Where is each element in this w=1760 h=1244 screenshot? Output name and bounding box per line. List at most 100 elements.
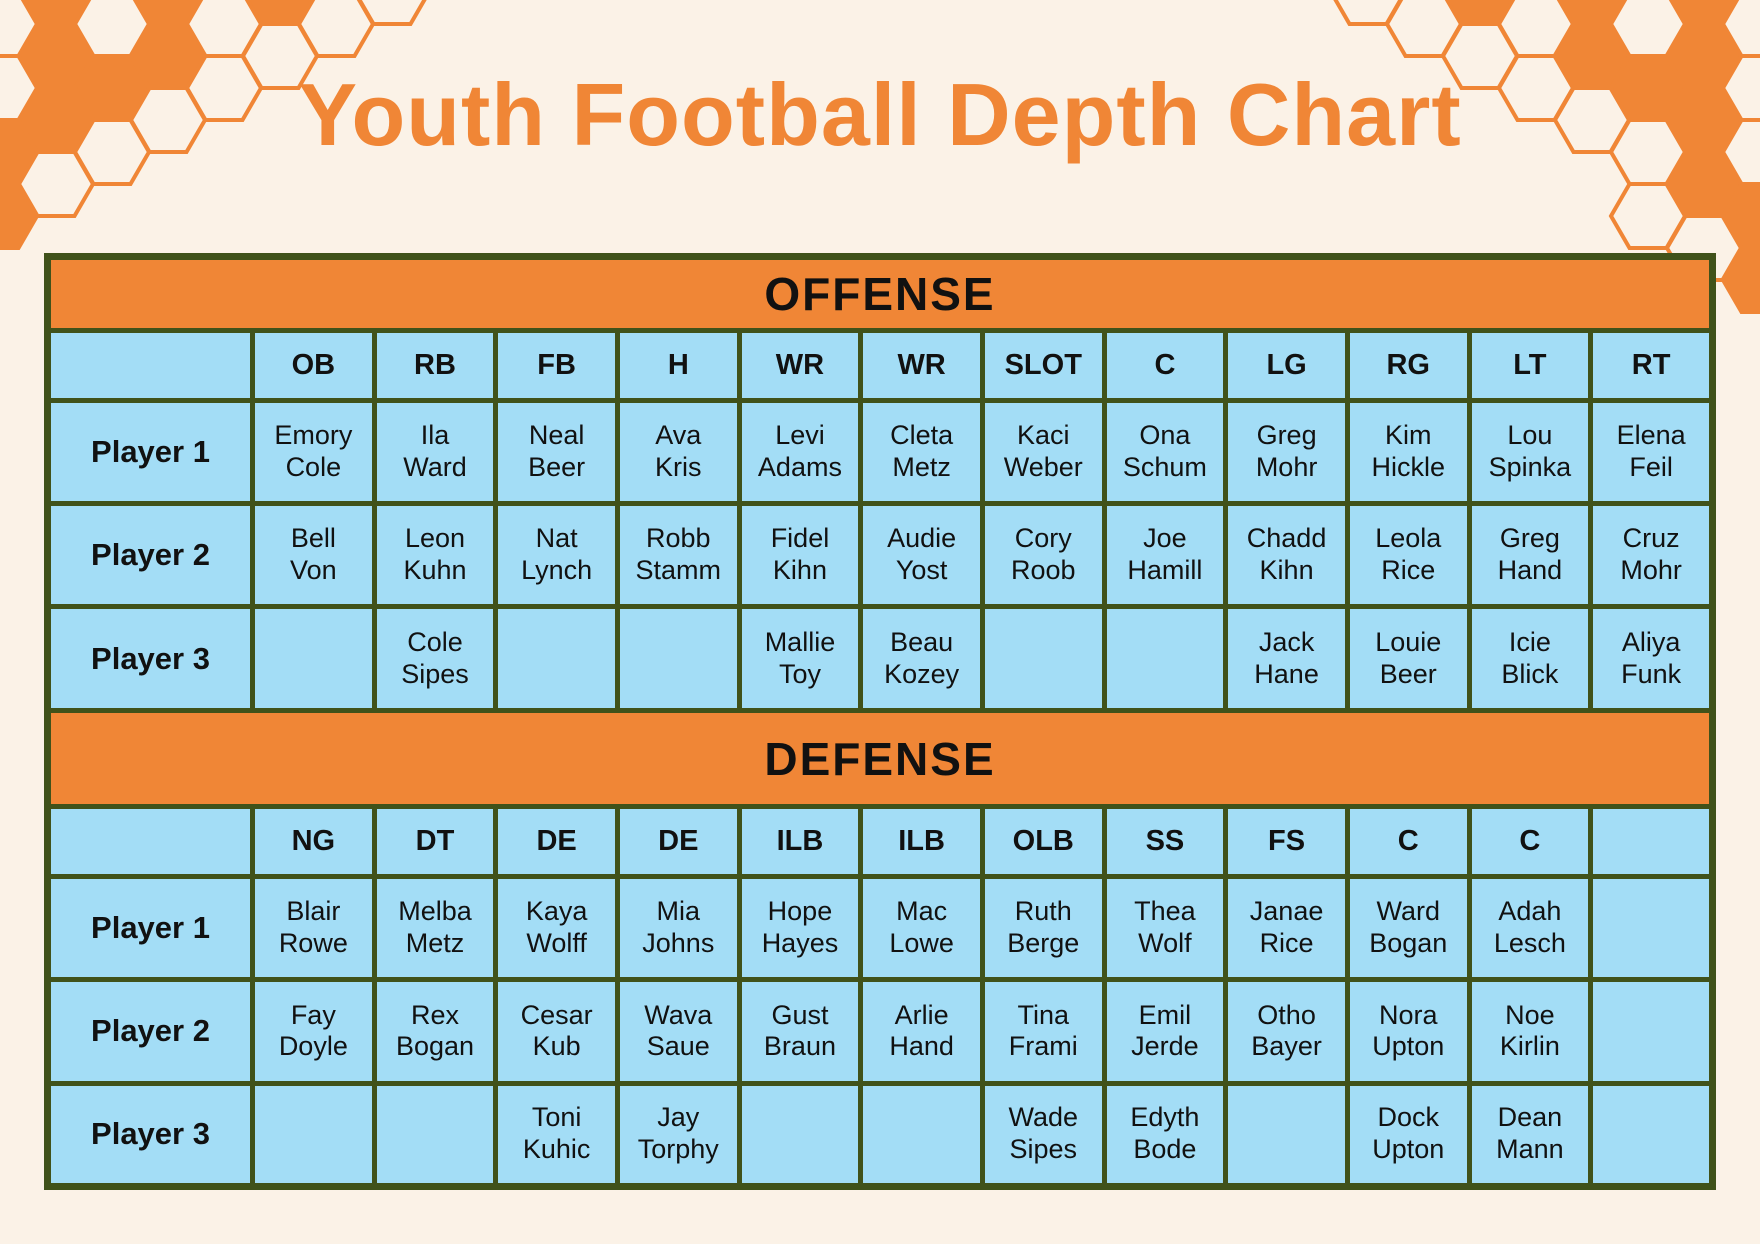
player-cell: Toni Kuhic (493, 1080, 620, 1190)
player-cell: Emory Cole (250, 397, 377, 507)
offense-position-header: WR (858, 328, 985, 403)
player-cell: Aliya Funk (1588, 604, 1715, 713)
player-cell: Jack Hane (1223, 604, 1350, 713)
hexagon-icon (1608, 0, 1688, 58)
player-cell: Adah Lesch (1466, 873, 1594, 983)
hexagon-icon (1720, 246, 1760, 314)
hexagon-icon (1557, 0, 1627, 26)
player-cell (493, 604, 620, 713)
defense-player-1: Player 1 Blair Rowe Melba Metz Kaya Wolff Mi… (45, 873, 1715, 983)
player-cell: Dean Mann (1466, 1080, 1594, 1190)
defense-position-header: C (1344, 804, 1472, 879)
offense-banner: OFFENSE (45, 253, 1715, 334)
row-label: Player 1 (45, 397, 255, 507)
player-cell: Mia Johns (614, 873, 742, 983)
player-cell: Louie Beer (1344, 604, 1472, 713)
player-cell: Lou Spinka (1466, 397, 1594, 507)
player-cell: Leola Rice (1344, 501, 1472, 610)
offense-corner-cell (45, 328, 255, 403)
hexagon-icon (72, 0, 152, 58)
hexagon-icon (1445, 0, 1515, 26)
player-cell: Cesar Kub (493, 977, 620, 1086)
player-cell: Ila Ward (371, 397, 499, 507)
player-cell (1588, 873, 1715, 983)
offense-position-header: H (614, 328, 742, 403)
player-cell: Ruth Berge (979, 873, 1107, 983)
player-cell: Fidel Kihn (736, 501, 864, 610)
defense-corner-cell (45, 804, 255, 879)
player-cell: Nat Lynch (493, 501, 620, 610)
player-cell (614, 604, 742, 713)
player-cell (250, 1080, 377, 1190)
player-cell: Audie Yost (858, 501, 985, 610)
defense-position-header: C (1466, 804, 1594, 879)
player-cell: Icie Blick (1466, 604, 1594, 713)
player-cell: Chadd Kihn (1223, 501, 1350, 610)
defense-banner: DEFENSE (45, 707, 1715, 810)
row-label: Player 3 (45, 1080, 255, 1190)
hexagon-icon (0, 0, 40, 58)
offense-position-header: RB (371, 328, 499, 403)
player-cell (979, 604, 1107, 713)
player-cell (1588, 1080, 1715, 1190)
offense-position-header: LG (1223, 328, 1350, 403)
player-cell: Arlie Hand (858, 977, 985, 1086)
player-cell (858, 1080, 985, 1190)
defense-position-header: ILB (858, 804, 985, 879)
hexagon-icon (0, 182, 40, 250)
defense-position-header: NG (250, 804, 377, 879)
row-label: Player 1 (45, 873, 255, 983)
player-cell: Bell Von (250, 501, 377, 610)
player-cell: Greg Hand (1466, 501, 1594, 610)
player-cell: Hope Hayes (736, 873, 864, 983)
player-cell: Joe Hamill (1101, 501, 1229, 610)
player-cell: Leon Kuhn (371, 501, 499, 610)
player-cell (736, 1080, 864, 1190)
player-cell: Kim Hickle (1344, 397, 1472, 507)
player-cell: Kaci Weber (979, 397, 1107, 507)
defense-position-header: ILB (736, 804, 864, 879)
player-cell: Melba Metz (371, 873, 499, 983)
hexagon-icon (296, 0, 376, 58)
defense-position-header: FS (1223, 804, 1350, 879)
defense-position-header: OLB (979, 804, 1107, 879)
defense-position-header (1588, 804, 1715, 879)
player-cell: Ward Bogan (1344, 873, 1472, 983)
row-label: Player 3 (45, 604, 255, 713)
hexagon-icon (1669, 0, 1739, 26)
offense-player-2: Player 2 Bell Von Leon Kuhn Nat Lynch Robb S… (45, 501, 1715, 610)
hexagon-icon (1496, 0, 1576, 58)
player-cell: Nora Upton (1344, 977, 1472, 1086)
hexagon-icon (1384, 0, 1464, 58)
player-cell (250, 604, 377, 713)
player-cell: Rex Bogan (371, 977, 499, 1086)
hexagon-icon (1720, 0, 1760, 58)
player-cell (1101, 604, 1229, 713)
hexagon-icon (1333, 0, 1403, 26)
player-cell: Janae Rice (1223, 873, 1350, 983)
offense-position-header: RT (1588, 328, 1715, 403)
player-cell: Noe Kirlin (1466, 977, 1594, 1086)
player-cell: Blair Rowe (250, 873, 377, 983)
player-cell: Ava Kris (614, 397, 742, 507)
row-label: Player 2 (45, 977, 255, 1086)
player-cell: Cleta Metz (858, 397, 985, 507)
player-cell: Cole Sipes (371, 604, 499, 713)
player-cell: Beau Kozey (858, 604, 985, 713)
hexagon-icon (133, 0, 203, 26)
player-cell: Greg Mohr (1223, 397, 1350, 507)
hexagon-icon (1720, 182, 1760, 250)
player-cell: Ona Schum (1101, 397, 1229, 507)
offense-position-header: FB (493, 328, 620, 403)
offense-player-1: Player 1 Emory Cole Ila Ward Neal Beer Ava K… (45, 397, 1715, 507)
player-cell: Mallie Toy (736, 604, 864, 713)
defense-position-header: DE (614, 804, 742, 879)
offense-position-header: WR (736, 328, 864, 403)
defense-position-header: SS (1101, 804, 1229, 879)
hexagon-icon (184, 0, 264, 58)
player-cell (371, 1080, 499, 1190)
player-cell (1223, 1080, 1350, 1190)
defense-player-2: Player 2 Fay Doyle Rex Bogan Cesar Kub Wava … (45, 977, 1715, 1086)
defense-position-header: DE (493, 804, 620, 879)
defense-player-3: Player 3 Toni Kuhic Jay Torphy Wade Sipes Ed… (45, 1080, 1715, 1190)
